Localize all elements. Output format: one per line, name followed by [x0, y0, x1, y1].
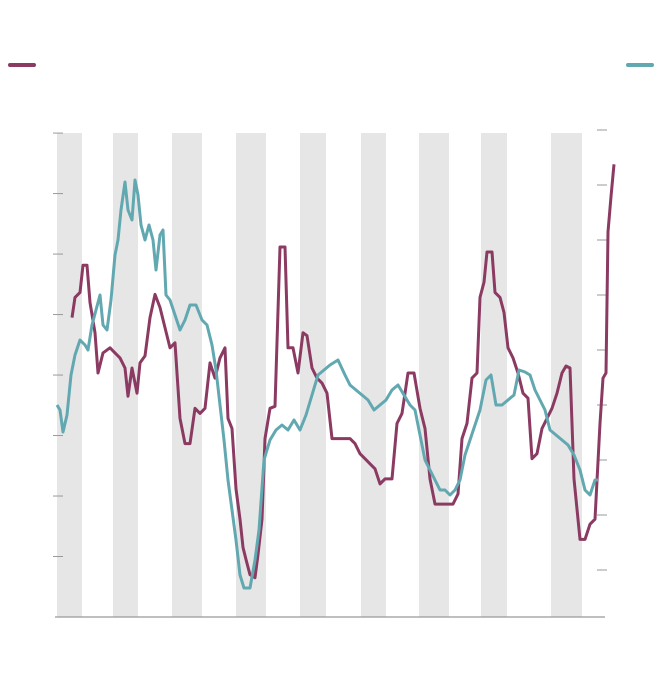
series-line	[70, 164, 616, 580]
shaded-band	[300, 133, 326, 617]
series-line	[55, 178, 598, 590]
shaded-band	[481, 133, 507, 617]
shaded-band	[236, 133, 266, 617]
shaded-band	[551, 133, 582, 617]
shaded-band	[419, 133, 449, 617]
lines	[55, 164, 616, 590]
shaded-band	[361, 133, 386, 617]
